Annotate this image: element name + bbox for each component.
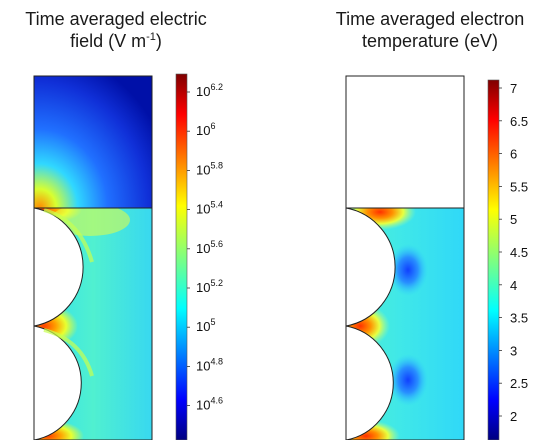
electron-temperature-bottom-region: [346, 208, 464, 440]
electric-field-tick-label: 105.6: [196, 239, 223, 256]
electric-field-bottom-region: [34, 208, 152, 440]
electron-temperature-tick-label: 4.5: [510, 245, 528, 260]
electron-temperature-tick-label: 3: [510, 343, 517, 358]
electron-temperature-tick-label: 2: [510, 409, 517, 424]
electron-temperature-tick-label: 7: [510, 81, 517, 96]
electron-temperature-tick-label: 5.5: [510, 179, 528, 194]
electric-field-title-suffix: ): [155, 31, 162, 51]
electric-field-tick-label: 106: [196, 121, 215, 138]
electron-temperature-tick-label: 2.5: [510, 376, 528, 391]
electric-field-tick-label: 105.2: [196, 278, 223, 295]
electron-temperature-tick-label: 3.5: [510, 311, 528, 326]
electric-field-tick-label: 105.4: [196, 200, 223, 217]
electric-field-title: Time averaged electric field (V m-1): [0, 8, 232, 52]
electric-field-domain-border: [33, 75, 153, 440]
electric-field-tick-label: 105.8: [196, 160, 223, 177]
electric-field-tick-label: 104.6: [196, 396, 223, 413]
electric-field-tick-label: 106.2: [196, 82, 223, 99]
electric-field-tick-label: 104.8: [196, 356, 223, 373]
electric-field-title-exponent: -1: [146, 31, 156, 43]
electron-temperature-top-region: [346, 76, 464, 208]
electron-temperature-title-line2: temperature (eV): [361, 31, 499, 51]
electric-field-plot: [33, 75, 153, 440]
electron-temperature-tick-label: 5: [510, 212, 517, 227]
electron-temperature-colorbar: [487, 79, 500, 440]
electron-temperature-plot: [345, 75, 465, 440]
electron-temperature-tick-label: 6: [510, 147, 517, 162]
electron-temperature-title: Time averaged electron temperature (eV): [300, 8, 554, 52]
electric-field-colorbar: [175, 73, 188, 440]
electron-temperature-domain-border: [345, 75, 465, 440]
electron-temperature-title-line1: Time averaged electron: [335, 9, 525, 29]
electron-temperature-tick-label: 4: [510, 278, 517, 293]
electron-temperature-tick-label: 6.5: [510, 114, 528, 129]
electric-field-title-line2: field (V m-1): [0, 30, 232, 52]
electric-field-top-region: [34, 76, 152, 208]
electric-field-colorbar-ticks: 106.2 106 105.8 105.4 105.6 105.2 105 104.8 104.…: [187, 82, 223, 413]
electric-field-title-prefix: field (V m: [70, 31, 147, 51]
electric-field-tick-label: 105: [196, 317, 215, 334]
electric-field-title-line1: Time averaged electric: [25, 9, 207, 29]
electron-temperature-colorbar-ticks: 7 6.5 6 5.5 5 4.5 4 3.5 3 2.5 2: [499, 81, 528, 424]
